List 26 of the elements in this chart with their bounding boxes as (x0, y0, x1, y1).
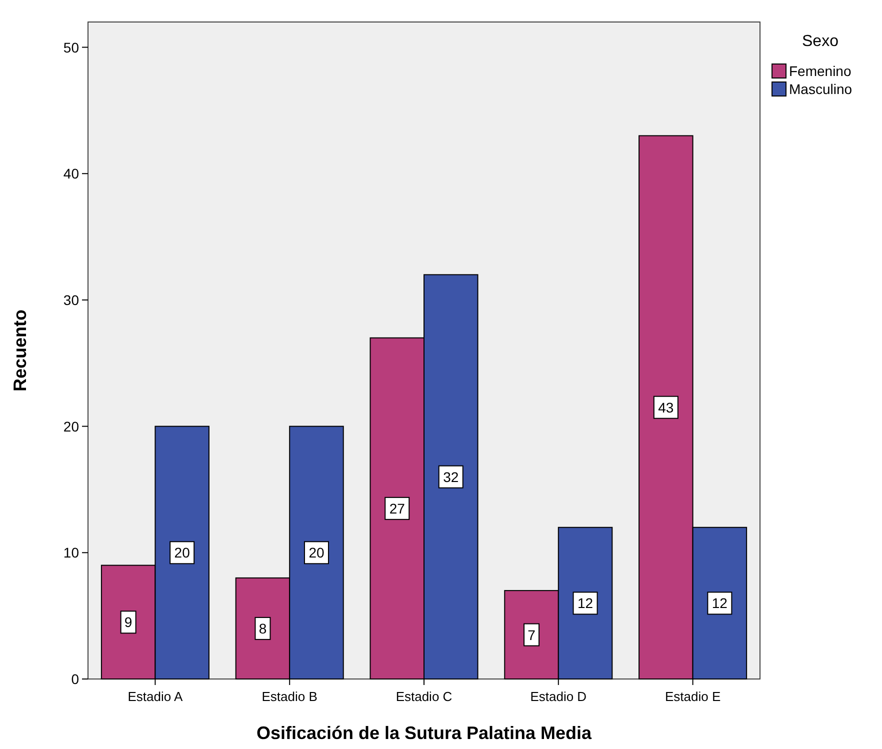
y-tick-label: 10 (63, 544, 80, 561)
y-tick-label: 30 (63, 292, 80, 308)
x-tick-label: Estadio C (396, 689, 452, 704)
data-label: 7 (528, 626, 536, 643)
y-tick-label: 20 (63, 418, 80, 434)
legend-label: Masculino (789, 81, 852, 97)
data-label: 8 (258, 620, 267, 636)
x-axis-title: Osificación de la Sutura Palatina Media (256, 723, 593, 743)
y-tick-label: 40 (63, 166, 80, 182)
data-label: 12 (577, 595, 594, 612)
x-tick-label: Estadio D (530, 689, 587, 704)
x-tick-label: Estadio E (664, 689, 721, 704)
y-tick-label: 0 (71, 671, 80, 687)
y-tick-label: 50 (63, 39, 80, 56)
y-axis-title: Recuento (10, 309, 30, 392)
data-label: 27 (389, 500, 406, 516)
data-label: 9 (124, 614, 132, 630)
data-label: 43 (658, 399, 674, 416)
data-label: 32 (443, 468, 459, 485)
legend-label: Femenino (789, 63, 852, 79)
data-label: 20 (174, 544, 190, 561)
data-label: 20 (308, 544, 324, 561)
data-label: 12 (712, 595, 728, 612)
x-tick-label: Estadio A (128, 689, 183, 704)
legend-title: Sexo (802, 33, 839, 50)
x-tick-label: Estadio B (262, 689, 318, 704)
